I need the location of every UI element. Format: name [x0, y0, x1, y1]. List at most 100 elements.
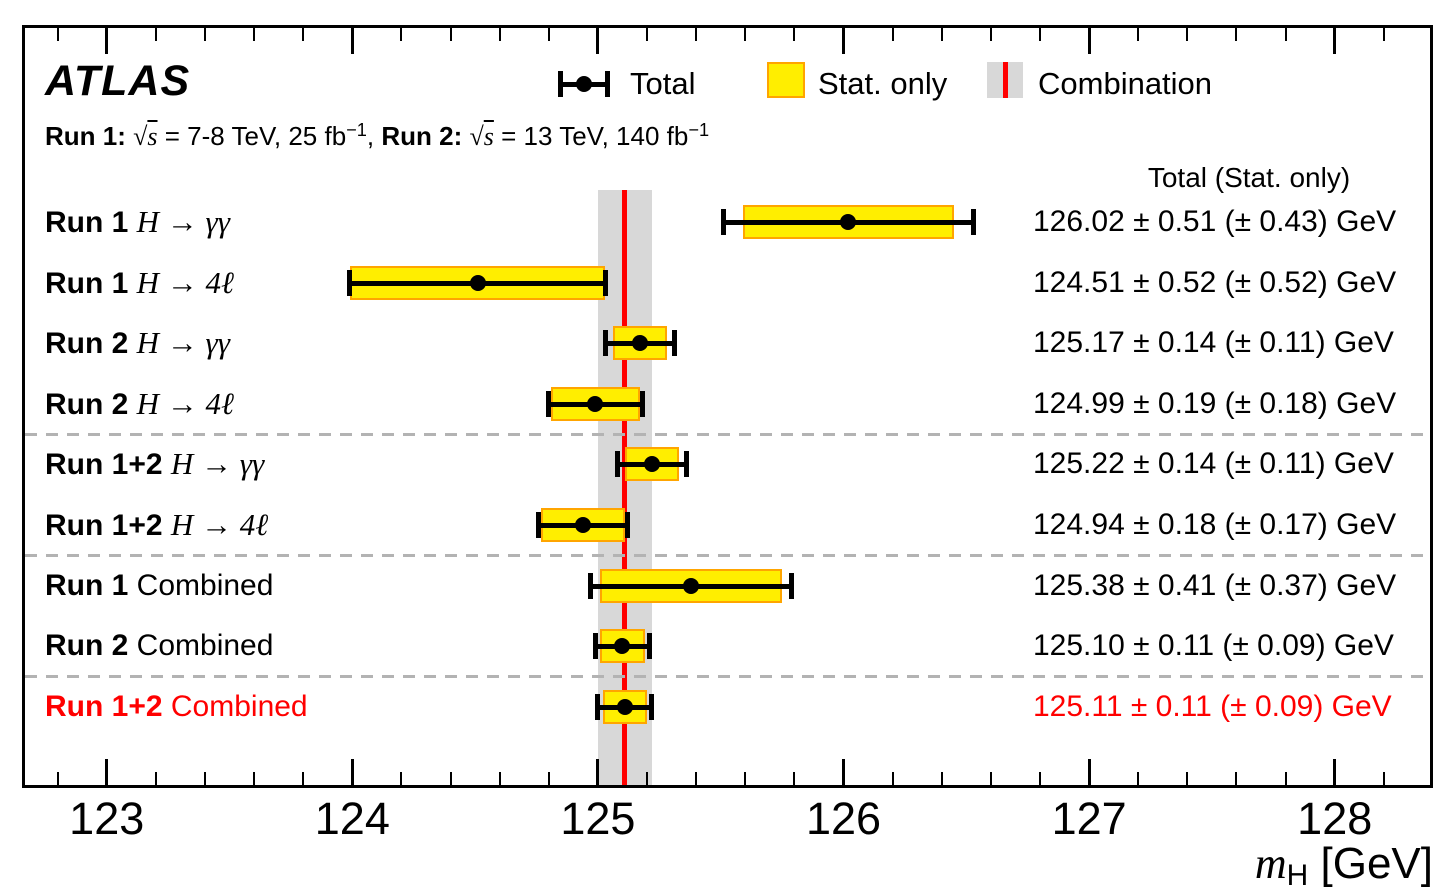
row-result-1: 124.51 ± 0.52 (± 0.52) GeV — [1033, 266, 1397, 299]
x-minor-tick-bottom — [1039, 772, 1041, 785]
x-major-tick-top — [596, 28, 600, 54]
text-segment: m — [1254, 839, 1287, 888]
x-minor-tick-top — [253, 28, 256, 41]
row-channel-label: Combined — [170, 690, 308, 723]
legend-combination-icon — [987, 62, 1023, 98]
row-result-4: 125.22 ± 0.14 (± 0.11) GeV — [1033, 447, 1394, 480]
row-run-label: Run 1 — [45, 206, 137, 239]
total-errorbar-cap-left-7 — [592, 633, 598, 659]
row-channel-label: H → 4ℓ — [136, 386, 234, 421]
x-major-tick-bottom — [350, 759, 354, 785]
x-minor-tick-bottom — [793, 772, 796, 785]
sqrt-sign: √ — [133, 122, 148, 151]
x-major-tick-bottom — [842, 759, 846, 785]
text-segment: Run 2: — [381, 121, 470, 151]
row-run-label: Run 1 — [45, 569, 137, 602]
central-value-dot-1 — [469, 275, 486, 291]
x-major-tick-top — [105, 28, 109, 54]
x-minor-tick-top — [449, 28, 452, 41]
x-minor-tick-top — [1284, 28, 1287, 41]
legend-total-cap-left — [558, 71, 563, 97]
row-label-2: Run 2 H → γγ — [45, 324, 230, 362]
group-separator-2 — [25, 675, 1430, 678]
x-minor-tick-top — [891, 28, 894, 41]
central-value-dot-8 — [616, 699, 633, 715]
legend-total-label: Total — [630, 66, 696, 101]
x-minor-tick-top — [154, 28, 157, 41]
central-value-dot-6 — [683, 578, 700, 594]
row-label-8: Run 1+2 Combined — [45, 688, 308, 726]
x-tick-label: 128 — [1297, 793, 1373, 844]
x-minor-tick-top — [793, 28, 796, 41]
row-run-label: Run 1 — [45, 267, 137, 300]
row-result-8: 125.11 ± 0.11 (± 0.09) GeV — [1033, 690, 1392, 723]
central-value-dot-5 — [575, 517, 592, 533]
total-errorbar-cap-right-0 — [971, 209, 977, 235]
row-run-label: Run 1+2 — [45, 448, 171, 481]
text-segment: Run 1: — [45, 121, 134, 151]
row-label-1: Run 1 H → 4ℓ — [45, 264, 234, 302]
central-value-dot-4 — [643, 456, 660, 472]
x-minor-tick-top — [940, 28, 943, 41]
x-major-tick-top — [842, 28, 846, 54]
x-minor-tick-bottom — [1284, 772, 1287, 785]
legend-combination-line — [1002, 62, 1008, 98]
x-minor-tick-bottom — [253, 772, 256, 785]
combination-line — [622, 190, 628, 785]
x-minor-tick-bottom — [203, 772, 206, 785]
x-minor-tick-bottom — [940, 772, 943, 785]
x-minor-tick-bottom — [695, 772, 698, 785]
experiment-title: ATLAS — [45, 57, 191, 105]
x-tick-label: 124 — [314, 793, 390, 844]
total-errorbar-cap-left-3 — [546, 391, 552, 417]
x-minor-tick-top — [646, 28, 649, 41]
text-segment: −1 — [688, 119, 710, 140]
text-segment: [GeV] — [1308, 839, 1434, 888]
x-minor-tick-top — [302, 28, 305, 41]
row-result-7: 125.10 ± 0.11 (± 0.09) GeV — [1033, 629, 1394, 662]
total-errorbar-cap-left-8 — [595, 694, 601, 720]
text-segment: H — [1286, 858, 1309, 892]
row-run-label: Run 2 — [45, 629, 137, 662]
x-tick-label: 123 — [69, 793, 145, 844]
x-minor-tick-bottom — [1186, 772, 1189, 785]
x-minor-tick-top — [498, 28, 501, 41]
x-minor-tick-bottom — [1137, 772, 1140, 785]
row-label-3: Run 2 H → 4ℓ — [45, 385, 234, 423]
row-result-3: 124.99 ± 0.19 (± 0.18) GeV — [1033, 387, 1397, 420]
x-minor-tick-top — [203, 28, 206, 41]
row-channel-label: Combined — [136, 569, 274, 602]
row-run-label: Run 1+2 — [45, 509, 171, 542]
total-errorbar-cap-left-1 — [347, 270, 353, 296]
central-value-dot-0 — [840, 214, 857, 230]
group-separator-1 — [25, 554, 1430, 557]
total-errorbar-cap-right-3 — [639, 391, 645, 417]
x-minor-tick-bottom — [56, 772, 59, 785]
x-minor-tick-bottom — [646, 772, 649, 785]
x-minor-tick-bottom — [449, 772, 452, 785]
x-minor-tick-top — [1137, 28, 1140, 41]
row-channel-label: H → 4ℓ — [136, 265, 234, 300]
row-channel-label: H → γγ — [170, 446, 265, 481]
total-errorbar-cap-left-0 — [720, 209, 726, 235]
x-minor-tick-bottom — [891, 772, 894, 785]
x-minor-tick-bottom — [498, 772, 501, 785]
row-result-0: 126.02 ± 0.51 (± 0.43) GeV — [1033, 205, 1397, 238]
total-errorbar-cap-right-2 — [671, 330, 677, 356]
legend-total-dot — [576, 76, 592, 92]
x-minor-tick-top — [1235, 28, 1238, 41]
x-major-tick-bottom — [596, 759, 600, 785]
x-minor-tick-top — [1382, 28, 1385, 41]
text-segment: = 13 TeV, 140 fb — [493, 121, 689, 151]
x-minor-tick-bottom — [302, 772, 305, 785]
x-minor-tick-top — [989, 28, 992, 41]
row-label-6: Run 1 Combined — [45, 567, 273, 605]
x-major-tick-top — [1087, 28, 1091, 54]
x-minor-tick-bottom — [1382, 772, 1385, 785]
row-channel-label: H → γγ — [136, 325, 230, 360]
sqrt-argument: s — [147, 122, 158, 151]
x-minor-tick-bottom — [744, 772, 747, 785]
row-run-label: Run 2 — [45, 327, 137, 360]
